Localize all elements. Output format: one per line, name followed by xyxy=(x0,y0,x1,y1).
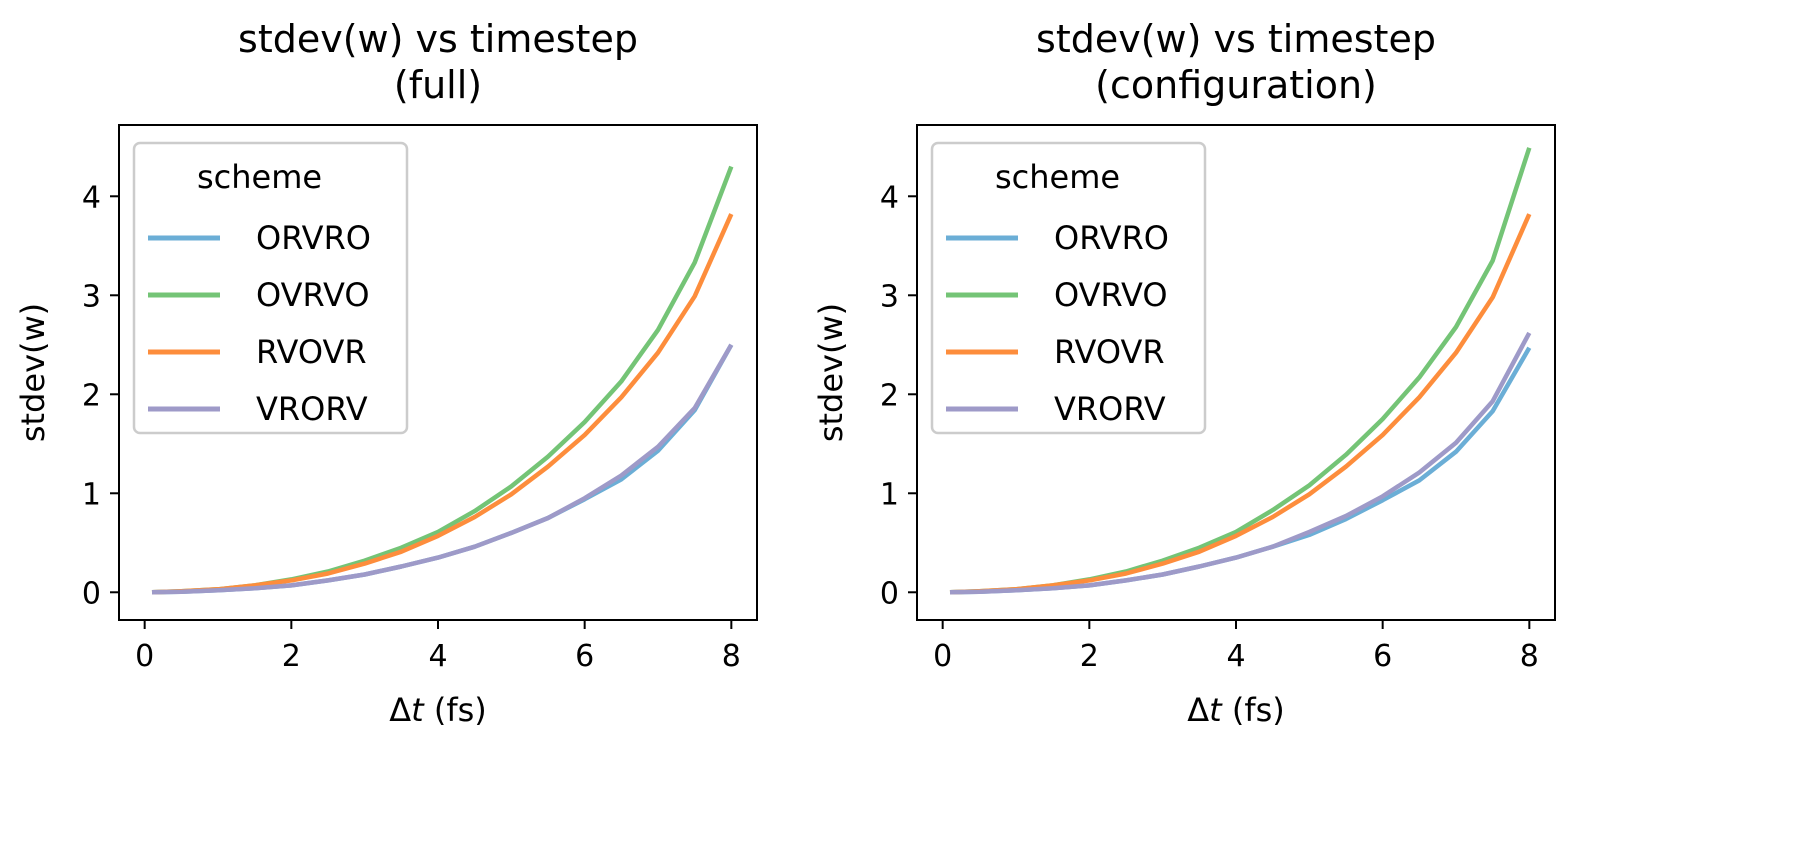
y-tick-label: 2 xyxy=(82,378,101,413)
x-axis-label-prefix: Δ xyxy=(389,691,411,729)
x-tick-label: 0 xyxy=(135,639,154,674)
y-tick-label: 0 xyxy=(880,576,899,611)
x-tick-label: 4 xyxy=(1226,639,1245,674)
x-axis-label-variable: t xyxy=(411,691,425,729)
chart-panel-configuration: stdev(w) vs timestep(configuration) 0 2 4 6 8… xyxy=(812,17,1556,729)
x-axis-label: Δt (fs) xyxy=(389,691,487,729)
y-tick-label: 3 xyxy=(880,279,899,314)
legend-label-ovrvo: OVRVO xyxy=(1054,276,1168,314)
legend-label-ovrvo: OVRVO xyxy=(256,276,370,314)
x-tick-label: 2 xyxy=(1080,639,1099,674)
y-tick-label: 0 xyxy=(82,576,101,611)
legend: scheme ORVRO OVRVO RVOVR VRORV xyxy=(930,141,1207,435)
x-tick-label: 6 xyxy=(1373,639,1392,674)
x-tick-label: 8 xyxy=(722,639,741,674)
chart-title-line-1: stdev(w) vs timestep xyxy=(1036,17,1436,61)
y-tick-label: 1 xyxy=(880,477,899,512)
x-tick-label: 2 xyxy=(282,639,301,674)
x-tick-label: 4 xyxy=(428,639,447,674)
x-tick-label: 8 xyxy=(1520,639,1539,674)
x-axis-label-variable: t xyxy=(1209,691,1223,729)
series-line-rvovr xyxy=(949,213,1532,595)
legend-box xyxy=(132,141,409,435)
x-axis-label-unit: (fs) xyxy=(424,691,487,729)
x-tick-label: 0 xyxy=(933,639,952,674)
legend-label-rvovr: RVOVR xyxy=(256,333,367,371)
chart-title-line-1: stdev(w) vs timestep xyxy=(238,17,638,61)
y-tick-label: 4 xyxy=(82,180,101,215)
legend-title: scheme xyxy=(995,158,1120,196)
legend-label-orvro: ORVRO xyxy=(256,219,371,257)
series-line-vrorv xyxy=(949,331,1532,595)
y-tick-label: 3 xyxy=(82,279,101,314)
x-axis-label-unit: (fs) xyxy=(1222,691,1285,729)
chart-title-line-2: (configuration) xyxy=(1095,63,1377,107)
y-tick-label: 2 xyxy=(880,378,899,413)
x-axis-label-prefix: Δ xyxy=(1187,691,1209,729)
y-axis-label: stdev(w) xyxy=(812,303,850,442)
x-axis-label: Δt (fs) xyxy=(1187,691,1285,729)
y-tick-label: 1 xyxy=(82,477,101,512)
legend-title: scheme xyxy=(197,158,322,196)
legend-label-rvovr: RVOVR xyxy=(1054,333,1165,371)
y-axis-label: stdev(w) xyxy=(14,303,52,442)
x-tick-label: 6 xyxy=(575,639,594,674)
chart-title-line-2: (full) xyxy=(394,63,482,107)
legend-label-vrorv: VRORV xyxy=(1054,390,1166,428)
series-line-vrorv xyxy=(151,343,734,595)
y-tick-label: 4 xyxy=(880,180,899,215)
legend: scheme ORVRO OVRVO RVOVR VRORV xyxy=(132,141,409,435)
legend-box xyxy=(930,141,1207,435)
legend-label-vrorv: VRORV xyxy=(256,390,368,428)
legend-label-orvro: ORVRO xyxy=(1054,219,1169,257)
series-line-rvovr xyxy=(151,213,734,595)
